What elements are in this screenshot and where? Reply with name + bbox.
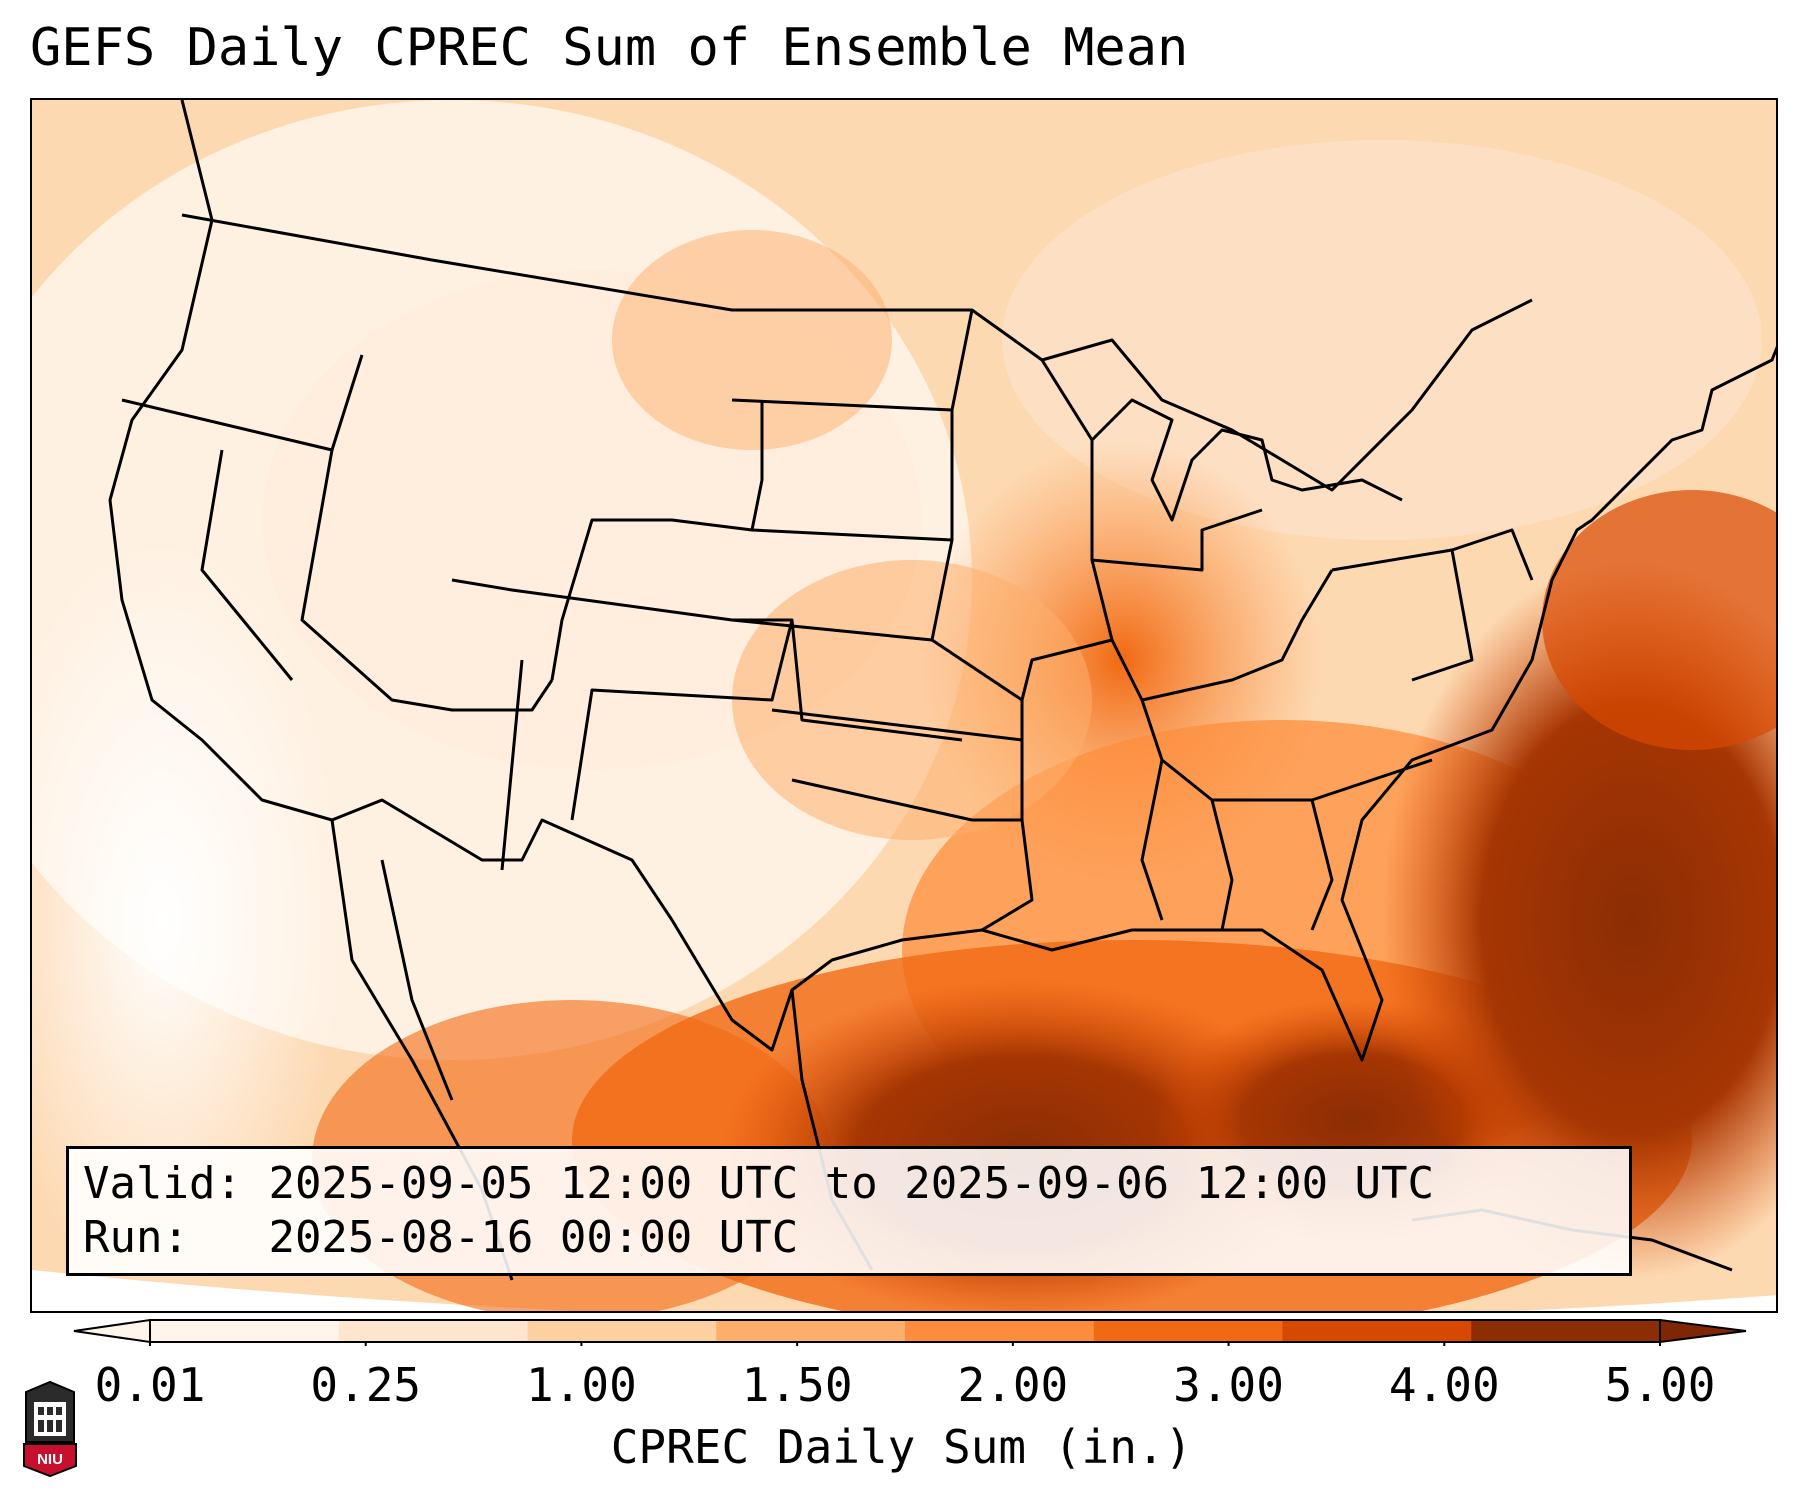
run-info-box: Valid: 2025-09-05 12:00 UTC to 2025-09-0… [66, 1146, 1632, 1276]
colorbar-tick-label: 2.00 [957, 1358, 1069, 1412]
colorbar [73, 1318, 1747, 1346]
colorbar-segment [338, 1320, 528, 1342]
niu-logo-text: NIU [37, 1451, 63, 1468]
map-title: GEFS Daily CPREC Sum of Ensemble Mean [30, 18, 1189, 78]
niu-logo: NIU [23, 1380, 77, 1478]
valid-label: Valid: [83, 1158, 242, 1209]
colorbar-tick-label: 3.00 [1173, 1358, 1284, 1412]
canada-border [181, 213, 1533, 492]
colorbar-segment [527, 1320, 717, 1342]
colorbar-tick-label: 0.01 [94, 1358, 206, 1412]
great-lakes [1090, 398, 1403, 522]
colorbar-segment [150, 1320, 340, 1342]
run-label: Run: [83, 1212, 189, 1263]
colorbar-frame [149, 1319, 1661, 1343]
map-canvas [32, 100, 1776, 1311]
colorbar-tick-label: 4.00 [1388, 1358, 1500, 1412]
east-lines [1020, 359, 1534, 931]
colorbar-segment [1093, 1320, 1283, 1342]
colorbar-label: CPREC Daily Sum (in.) [610, 1420, 1193, 1474]
colorbar-tick-label: 0.25 [310, 1358, 422, 1412]
colorbar-segment [716, 1320, 906, 1342]
colorbar-tick-label: 1.50 [741, 1358, 853, 1412]
colorbar-under-extension [73, 1318, 151, 1344]
precipitation-map [30, 98, 1778, 1313]
valid-value: 2025-09-05 12:00 UTC to 2025-09-06 12:00… [268, 1158, 1435, 1209]
colorbar-tick-label: 1.00 [526, 1358, 637, 1412]
colorbar-segment [1471, 1320, 1661, 1342]
colorbar-over-extension [1659, 1318, 1747, 1344]
run-value: 2025-08-16 00:00 UTC [268, 1212, 799, 1263]
colorbar-segment [905, 1320, 1095, 1342]
colorbar-tick-label: 5.00 [1604, 1358, 1716, 1412]
precip-field [32, 100, 1776, 1311]
west-lines [121, 354, 963, 871]
plains-lines [731, 309, 1034, 932]
colorbar-segment [1282, 1320, 1472, 1342]
